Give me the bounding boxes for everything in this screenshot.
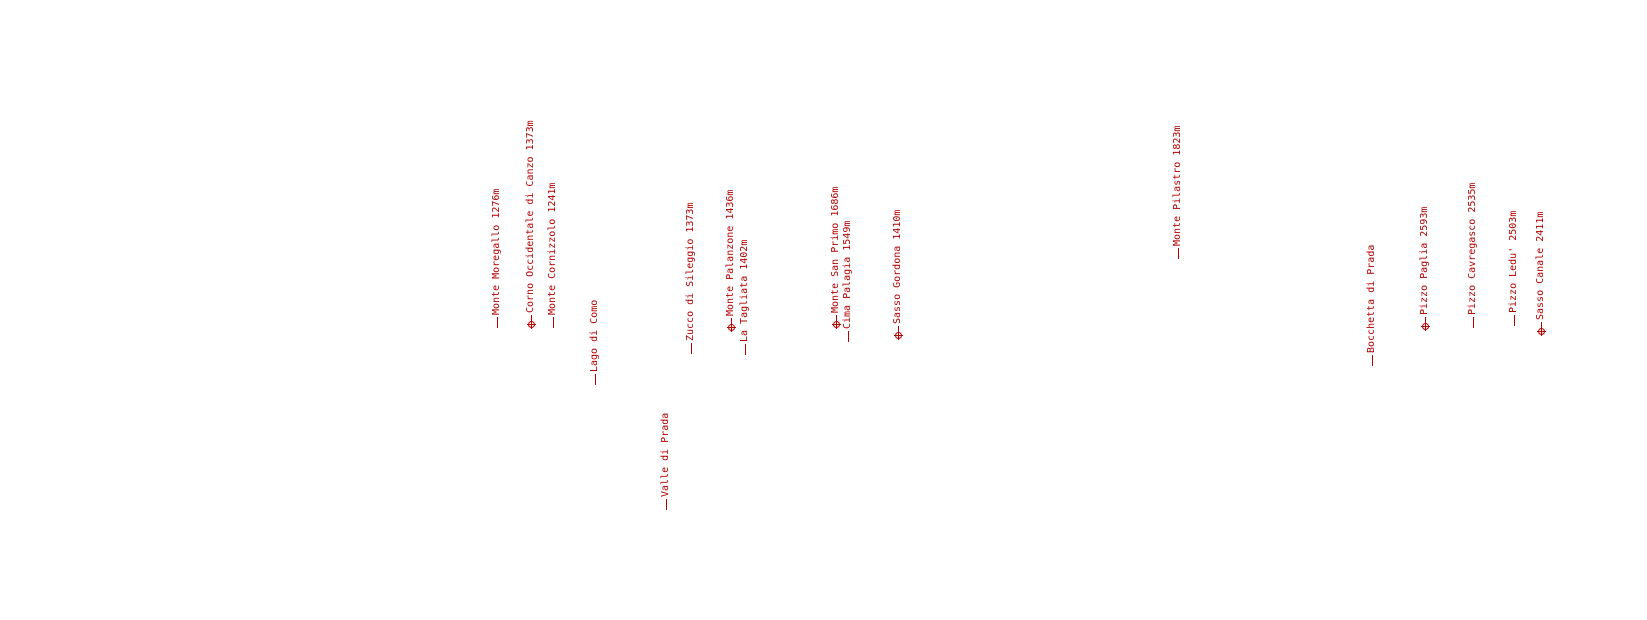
tick-mark bbox=[552, 317, 554, 328]
peak-name: Pizzo Ledu' 2503m bbox=[1508, 210, 1519, 313]
tick-mark bbox=[1513, 315, 1515, 326]
tick-mark bbox=[847, 331, 849, 342]
peak-name: La Tagliata 1402m bbox=[739, 239, 750, 342]
peak-name: Monte Palanzone 1436m bbox=[725, 189, 736, 316]
peak-name: Sasso Canale 2411m bbox=[1535, 211, 1546, 320]
peak-name: Pizzo Paglia 2593m bbox=[1419, 206, 1430, 315]
tick-mark bbox=[594, 374, 596, 385]
peak-name: Bocchetta di Prada bbox=[1366, 244, 1377, 353]
peak-name: Lago di Como bbox=[589, 299, 600, 372]
peak-name: Sasso Gordona 1410m bbox=[892, 209, 903, 324]
peak-name: Monte San Primo 1686m bbox=[830, 186, 841, 313]
peak-name: Zucco di Sileggio 1373m bbox=[685, 202, 696, 341]
tick-mark bbox=[744, 344, 746, 355]
tick-mark bbox=[1177, 248, 1179, 259]
tick-mark bbox=[496, 317, 498, 328]
summit-icon bbox=[527, 321, 535, 328]
summit-icon bbox=[832, 321, 840, 328]
peak-name: Cima Palagia 1549m bbox=[842, 220, 853, 329]
peak-name: Monte Cornizzolo 1241m bbox=[547, 182, 558, 315]
summit-icon bbox=[1537, 328, 1545, 335]
peak-name: Pizzo Cavregasco 2535m bbox=[1467, 182, 1478, 315]
summit-icon bbox=[1421, 323, 1429, 330]
peak-name: Monte Moregallo 1276m bbox=[491, 188, 502, 315]
summit-icon bbox=[894, 332, 902, 339]
tick-mark bbox=[690, 343, 692, 354]
peak-name: Valle di Prada bbox=[660, 412, 671, 497]
peak-name: Corno Occidentale di Canzo 1373m bbox=[525, 120, 536, 313]
tick-mark bbox=[1472, 317, 1474, 328]
tick-mark bbox=[665, 499, 667, 510]
summit-icon bbox=[727, 324, 735, 331]
peak-name: Monte Pilastro 1823m bbox=[1172, 125, 1183, 246]
tick-mark bbox=[1371, 355, 1373, 366]
